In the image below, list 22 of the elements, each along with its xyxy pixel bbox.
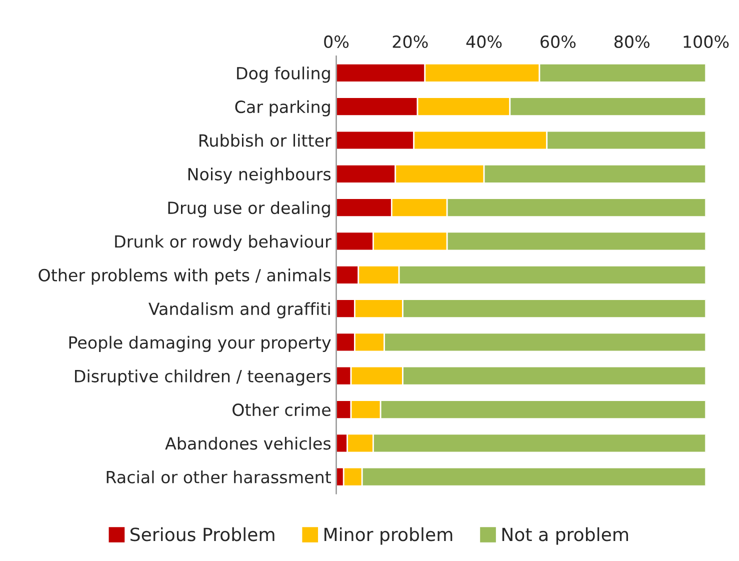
x-tick-label: 60%	[540, 35, 576, 48]
y-tick-label: Noisy neighbours	[188, 168, 331, 184]
x-tick-label: 0%	[324, 35, 349, 48]
y-tick-label: Vandalism and graffiti	[148, 302, 330, 318]
y-tick-label: People damaging your property	[69, 336, 331, 352]
legend-label: Serious Problem	[130, 527, 274, 542]
y-tick-label: Other crime	[232, 403, 330, 416]
x-tick-label: 40%	[466, 35, 502, 48]
y-tick-label: Abandones vehicles	[165, 436, 331, 450]
x-tick-label: 20%	[392, 35, 428, 48]
legend-label: Minor problem	[324, 527, 452, 545]
y-tick-label: Other problems with pets / animals	[38, 268, 331, 285]
x-tick-label: 80%	[614, 35, 650, 48]
y-tick-label: Rubbish or litter	[200, 134, 332, 147]
y-tick-label: Car parking	[235, 100, 330, 116]
y-tick-label: Drug use or dealing	[168, 201, 330, 218]
x-tick-label: 100%	[684, 35, 729, 48]
y-tick-label: Disruptive children / teenagers	[75, 370, 331, 386]
y-tick-label: Drunk or rowdy behaviour	[115, 234, 332, 252]
y-tick-label: Racial or other harassment	[106, 470, 331, 484]
legend-label: Not a problem	[502, 527, 628, 545]
y-tick-label: Dog fouling	[237, 66, 330, 83]
